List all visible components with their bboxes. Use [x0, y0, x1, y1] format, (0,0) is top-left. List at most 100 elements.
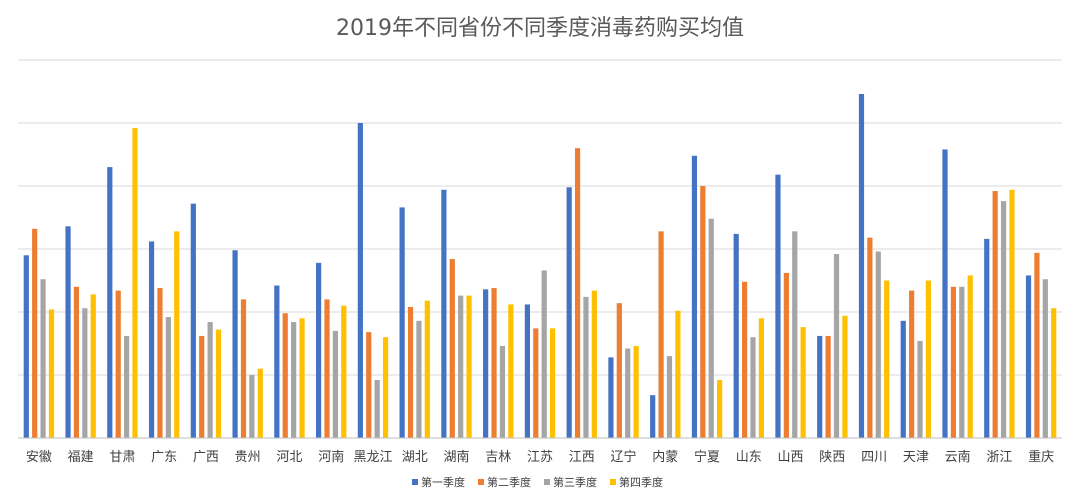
bar-group: [858, 94, 890, 439]
x-tick-label: 甘肃: [109, 450, 135, 465]
bar: [1051, 308, 1057, 438]
bar: [867, 237, 873, 438]
bar: [533, 328, 539, 438]
legend-swatch: [610, 479, 616, 485]
x-tick-label: 江西: [569, 450, 595, 465]
bar-group: [232, 250, 263, 438]
x-tick-label: 山东: [736, 450, 762, 465]
bar: [240, 299, 247, 438]
bar: [591, 290, 597, 438]
bar: [366, 332, 372, 438]
bar-group: [148, 231, 180, 438]
bar-group: [316, 262, 347, 438]
bar: [483, 289, 489, 438]
legend-label: 第四季度: [619, 475, 663, 489]
bar: [967, 275, 973, 438]
bar: [416, 320, 422, 438]
bar: [783, 272, 789, 438]
bar: [157, 288, 163, 438]
bar: [775, 174, 781, 438]
bar: [23, 255, 29, 438]
bars: [23, 94, 1057, 439]
bar: [633, 346, 639, 438]
bar: [842, 315, 848, 438]
bar: [1025, 275, 1032, 438]
x-tick-label: 浙江: [986, 450, 1012, 465]
bar: [733, 233, 739, 438]
chart-title: 2019年不同省份不同季度消毒药购买均值: [336, 16, 744, 41]
bar: [1000, 201, 1007, 438]
bar: [299, 318, 305, 438]
x-tick-label: 江苏: [527, 449, 553, 465]
bar: [148, 241, 155, 438]
x-tick-label: 福建: [68, 450, 94, 465]
bar: [382, 337, 389, 438]
bar: [499, 346, 506, 438]
x-tick-label: 宁夏: [694, 449, 720, 465]
bar: [833, 254, 840, 438]
x-tick-label: 广西: [193, 450, 219, 465]
bar: [717, 380, 723, 438]
x-tick-label: 内蒙: [652, 449, 678, 465]
bar-group: [107, 128, 138, 439]
x-tick-label: 安徽: [26, 450, 52, 465]
x-tick-label: 河南: [318, 449, 344, 465]
bar: [675, 310, 681, 438]
bar: [174, 231, 180, 438]
bar-group: [608, 303, 639, 438]
bar: [73, 286, 80, 438]
bar: [792, 231, 798, 438]
bar-group: [65, 226, 96, 438]
bar: [742, 281, 748, 438]
bar: [357, 123, 363, 438]
legend-item: 第三季度: [544, 475, 597, 489]
x-tick-label: 云南: [945, 449, 971, 465]
bar-group: [942, 149, 973, 438]
x-tick-label: 天津: [903, 450, 929, 465]
bar-group: [483, 288, 514, 438]
bar: [666, 356, 673, 438]
bar: [48, 309, 55, 438]
bar: [992, 191, 998, 438]
bar: [215, 329, 222, 438]
bar: [708, 218, 714, 438]
x-tick-label: 陕西: [819, 450, 845, 465]
bar: [858, 94, 865, 439]
bar: [32, 228, 38, 438]
x-tick-label: 贵州: [235, 450, 261, 465]
legend-swatch: [544, 479, 550, 485]
bar: [316, 262, 322, 438]
bar: [399, 207, 405, 438]
bar-group: [650, 231, 681, 438]
bar: [691, 155, 698, 438]
bar-group: [775, 174, 806, 438]
bar-group: [1025, 252, 1057, 438]
legend-swatch: [478, 479, 484, 485]
x-tick-label: 辽宁: [611, 449, 637, 465]
bar-group: [274, 285, 305, 438]
legend-item: 第二季度: [478, 475, 531, 489]
bar: [608, 357, 614, 438]
legend-label: 第三季度: [553, 475, 597, 489]
bar-group: [357, 123, 389, 438]
bar: [959, 286, 965, 438]
bar-group: [399, 207, 430, 438]
bar: [90, 294, 96, 438]
bar: [449, 259, 455, 438]
bar: [332, 330, 338, 438]
bar: [249, 375, 255, 438]
bar: [441, 189, 447, 438]
bar: [274, 285, 280, 438]
bar: [917, 340, 923, 438]
legend-swatch: [412, 479, 418, 485]
legend-label: 第二季度: [487, 475, 531, 489]
x-axis: 安徽 福建 甘肃 广东 广西 贵州 河北 河南 黑龙江 湖北 湖南 吉林 江苏 江西 辽宁 内蒙 宁夏 山东 山西陕…: [18, 437, 1062, 465]
bar: [550, 328, 556, 438]
legend: 第一季度 第二季度 第三季度 第四季度: [412, 475, 663, 489]
bar-group: [566, 148, 597, 438]
bar: [658, 231, 664, 438]
bar: [909, 290, 915, 438]
bar: [508, 304, 514, 438]
bar: [541, 270, 547, 438]
